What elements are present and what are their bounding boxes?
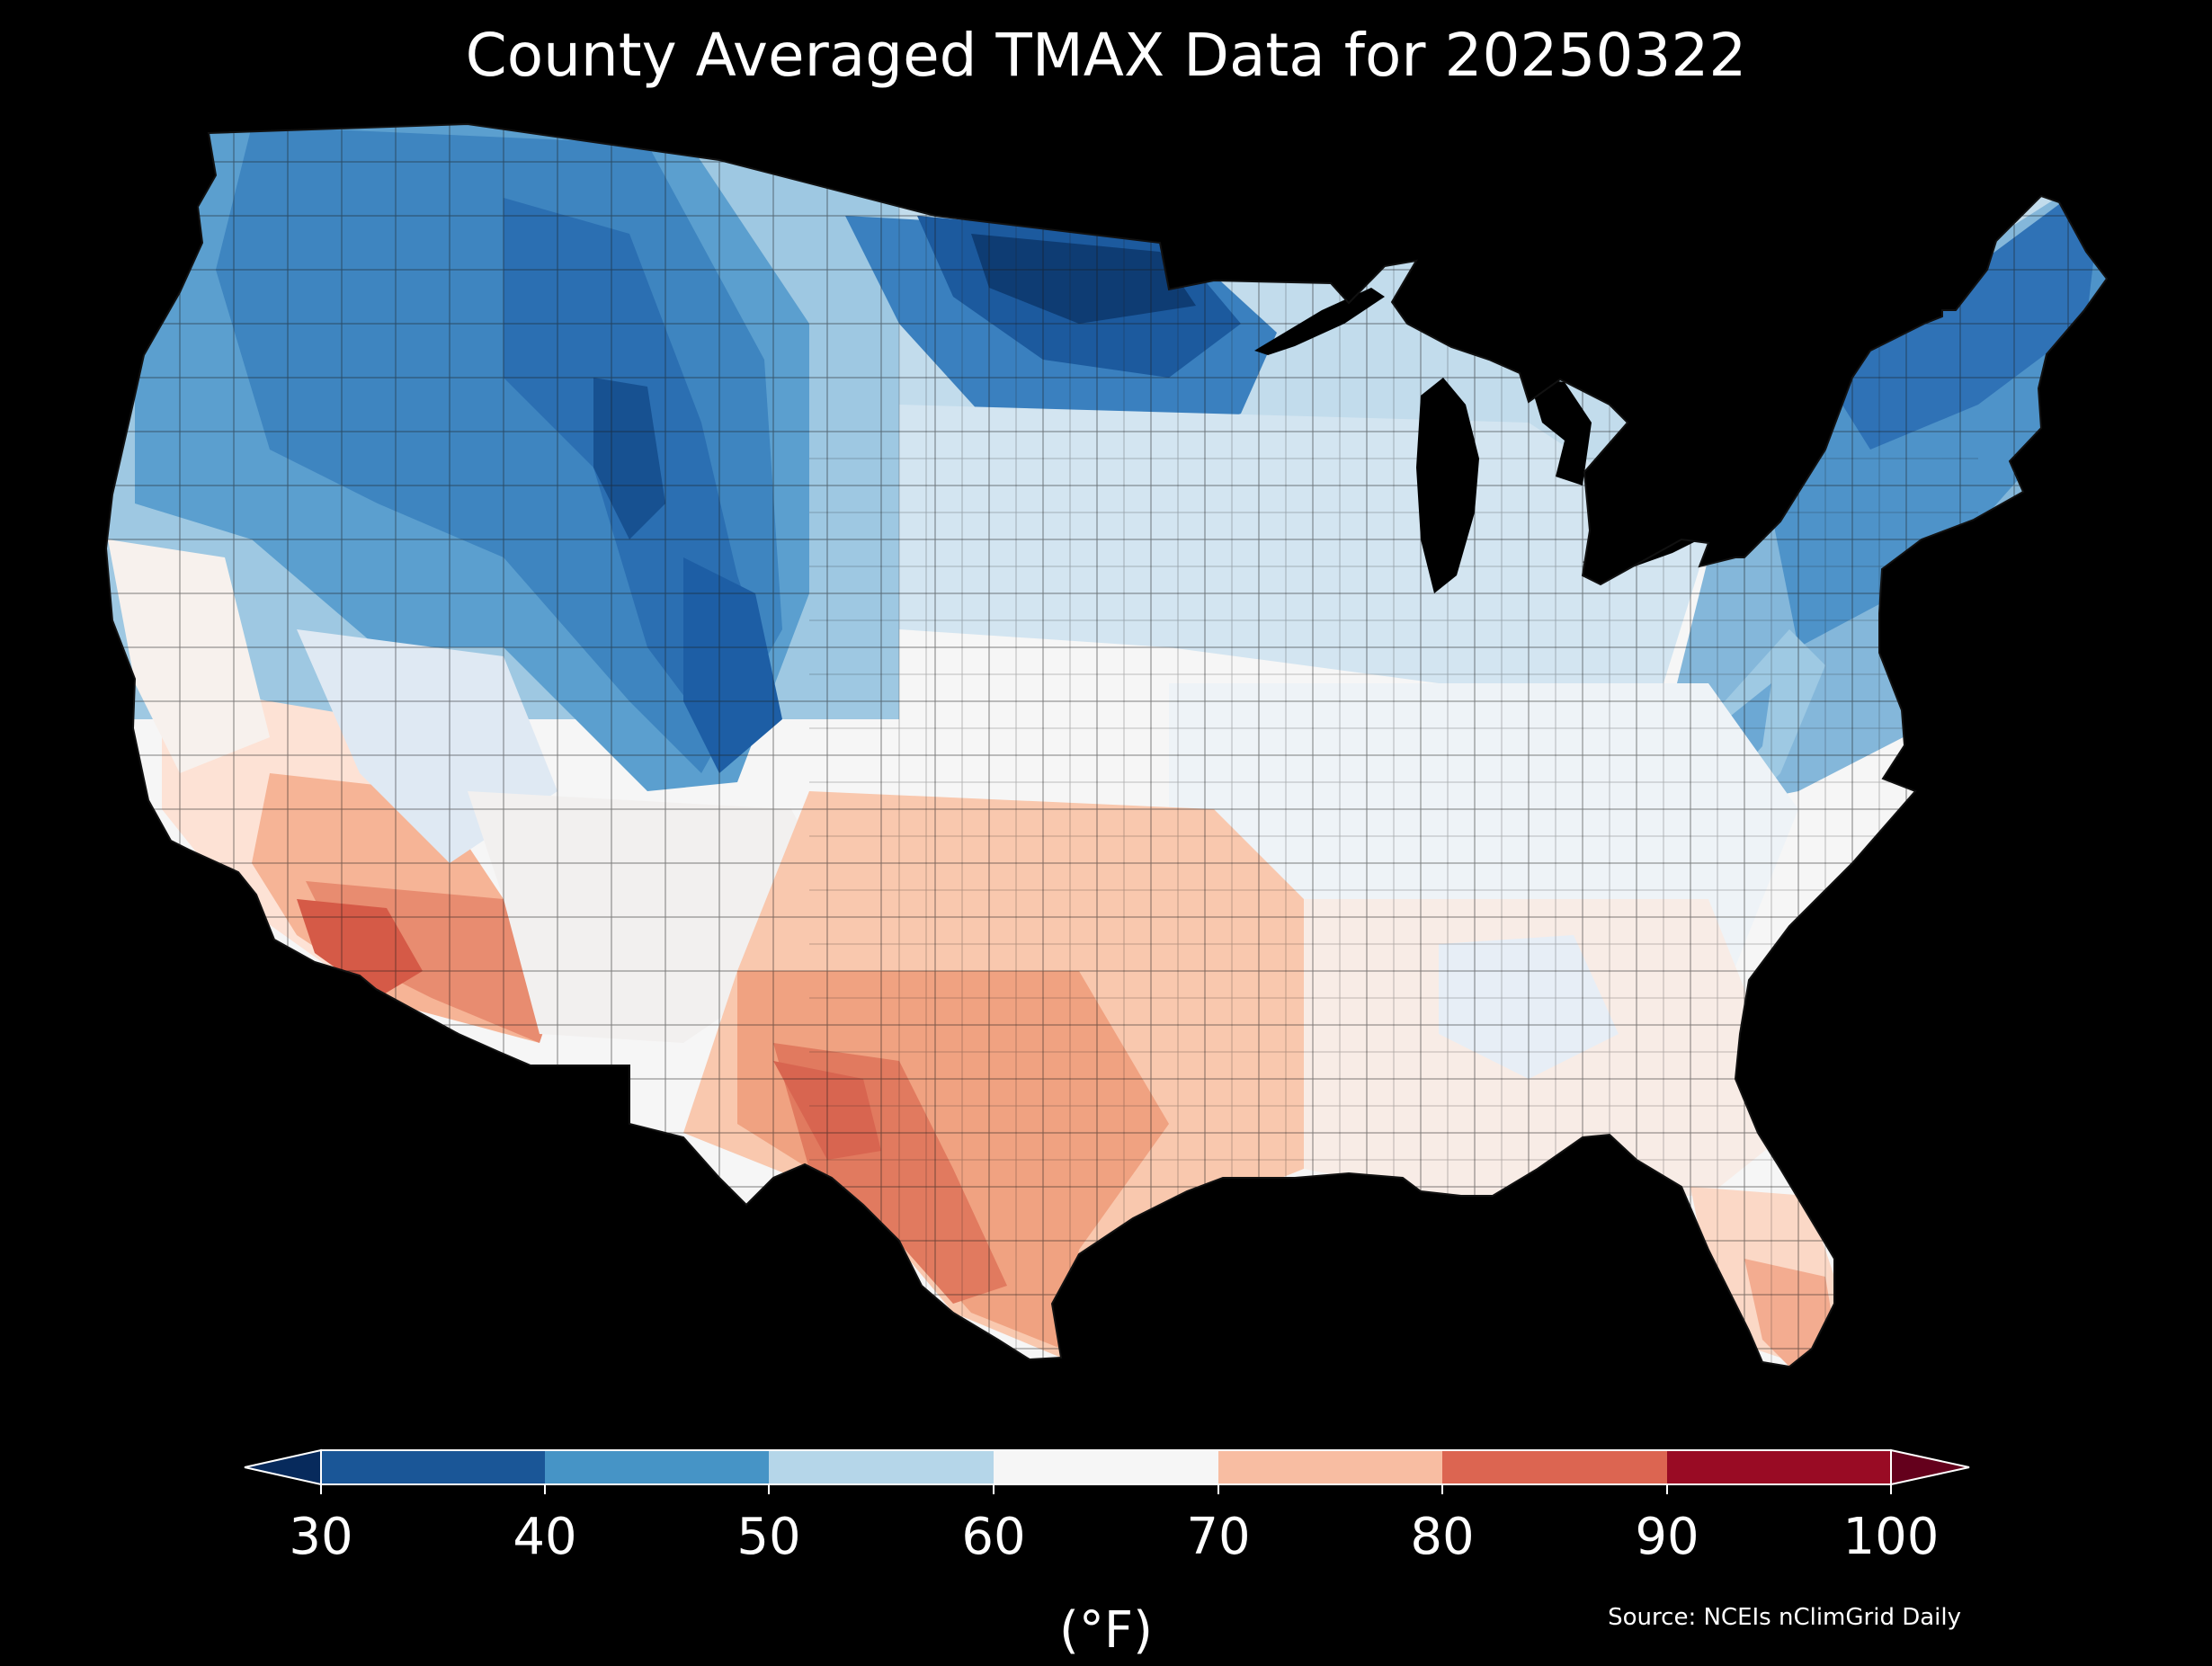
source-credit: Source: NCEIs nClimGrid Daily (1608, 1604, 1961, 1631)
colorbar-bin-7 (1667, 1450, 1891, 1484)
colorbar-over-arrow (1890, 1448, 1970, 1486)
colorbar-bin-4 (994, 1450, 1218, 1484)
us-outline (104, 122, 2109, 1368)
colorbar-tick-label: 100 (1842, 1508, 1940, 1566)
colorbar-frame (320, 1449, 1892, 1485)
colorbar-ticks (320, 1484, 1892, 1494)
us-county-tmax-map (104, 122, 2109, 1368)
map-title: County Averaged TMAX Data for 20250322 (465, 21, 1747, 90)
colorbar-bin-1 (321, 1450, 545, 1484)
colorbar-tick-label: 80 (1410, 1508, 1475, 1566)
great-lakes (1254, 288, 1942, 755)
colorbar-tick-label: 40 (513, 1508, 577, 1566)
colorbar-under-arrow (244, 1448, 322, 1486)
colorbar-tick-label: 30 (289, 1508, 353, 1566)
colorbar-bin-3 (769, 1450, 994, 1484)
colorbar-tick-label: 50 (736, 1508, 801, 1566)
colorbar-tick-label: 90 (1635, 1508, 1699, 1566)
colorbar-tick-label: 60 (961, 1508, 1026, 1566)
colorbar-bin-2 (545, 1450, 769, 1484)
colorbar-bin-6 (1442, 1450, 1667, 1484)
county-borders-fine (809, 124, 1978, 1367)
colorbar-unit-label: (°F) (0, 1602, 2212, 1660)
colorbar-tick-label: 70 (1186, 1508, 1251, 1566)
unit-text: (°F) (1059, 1601, 1153, 1660)
colorbar-bin-5 (1218, 1450, 1442, 1484)
